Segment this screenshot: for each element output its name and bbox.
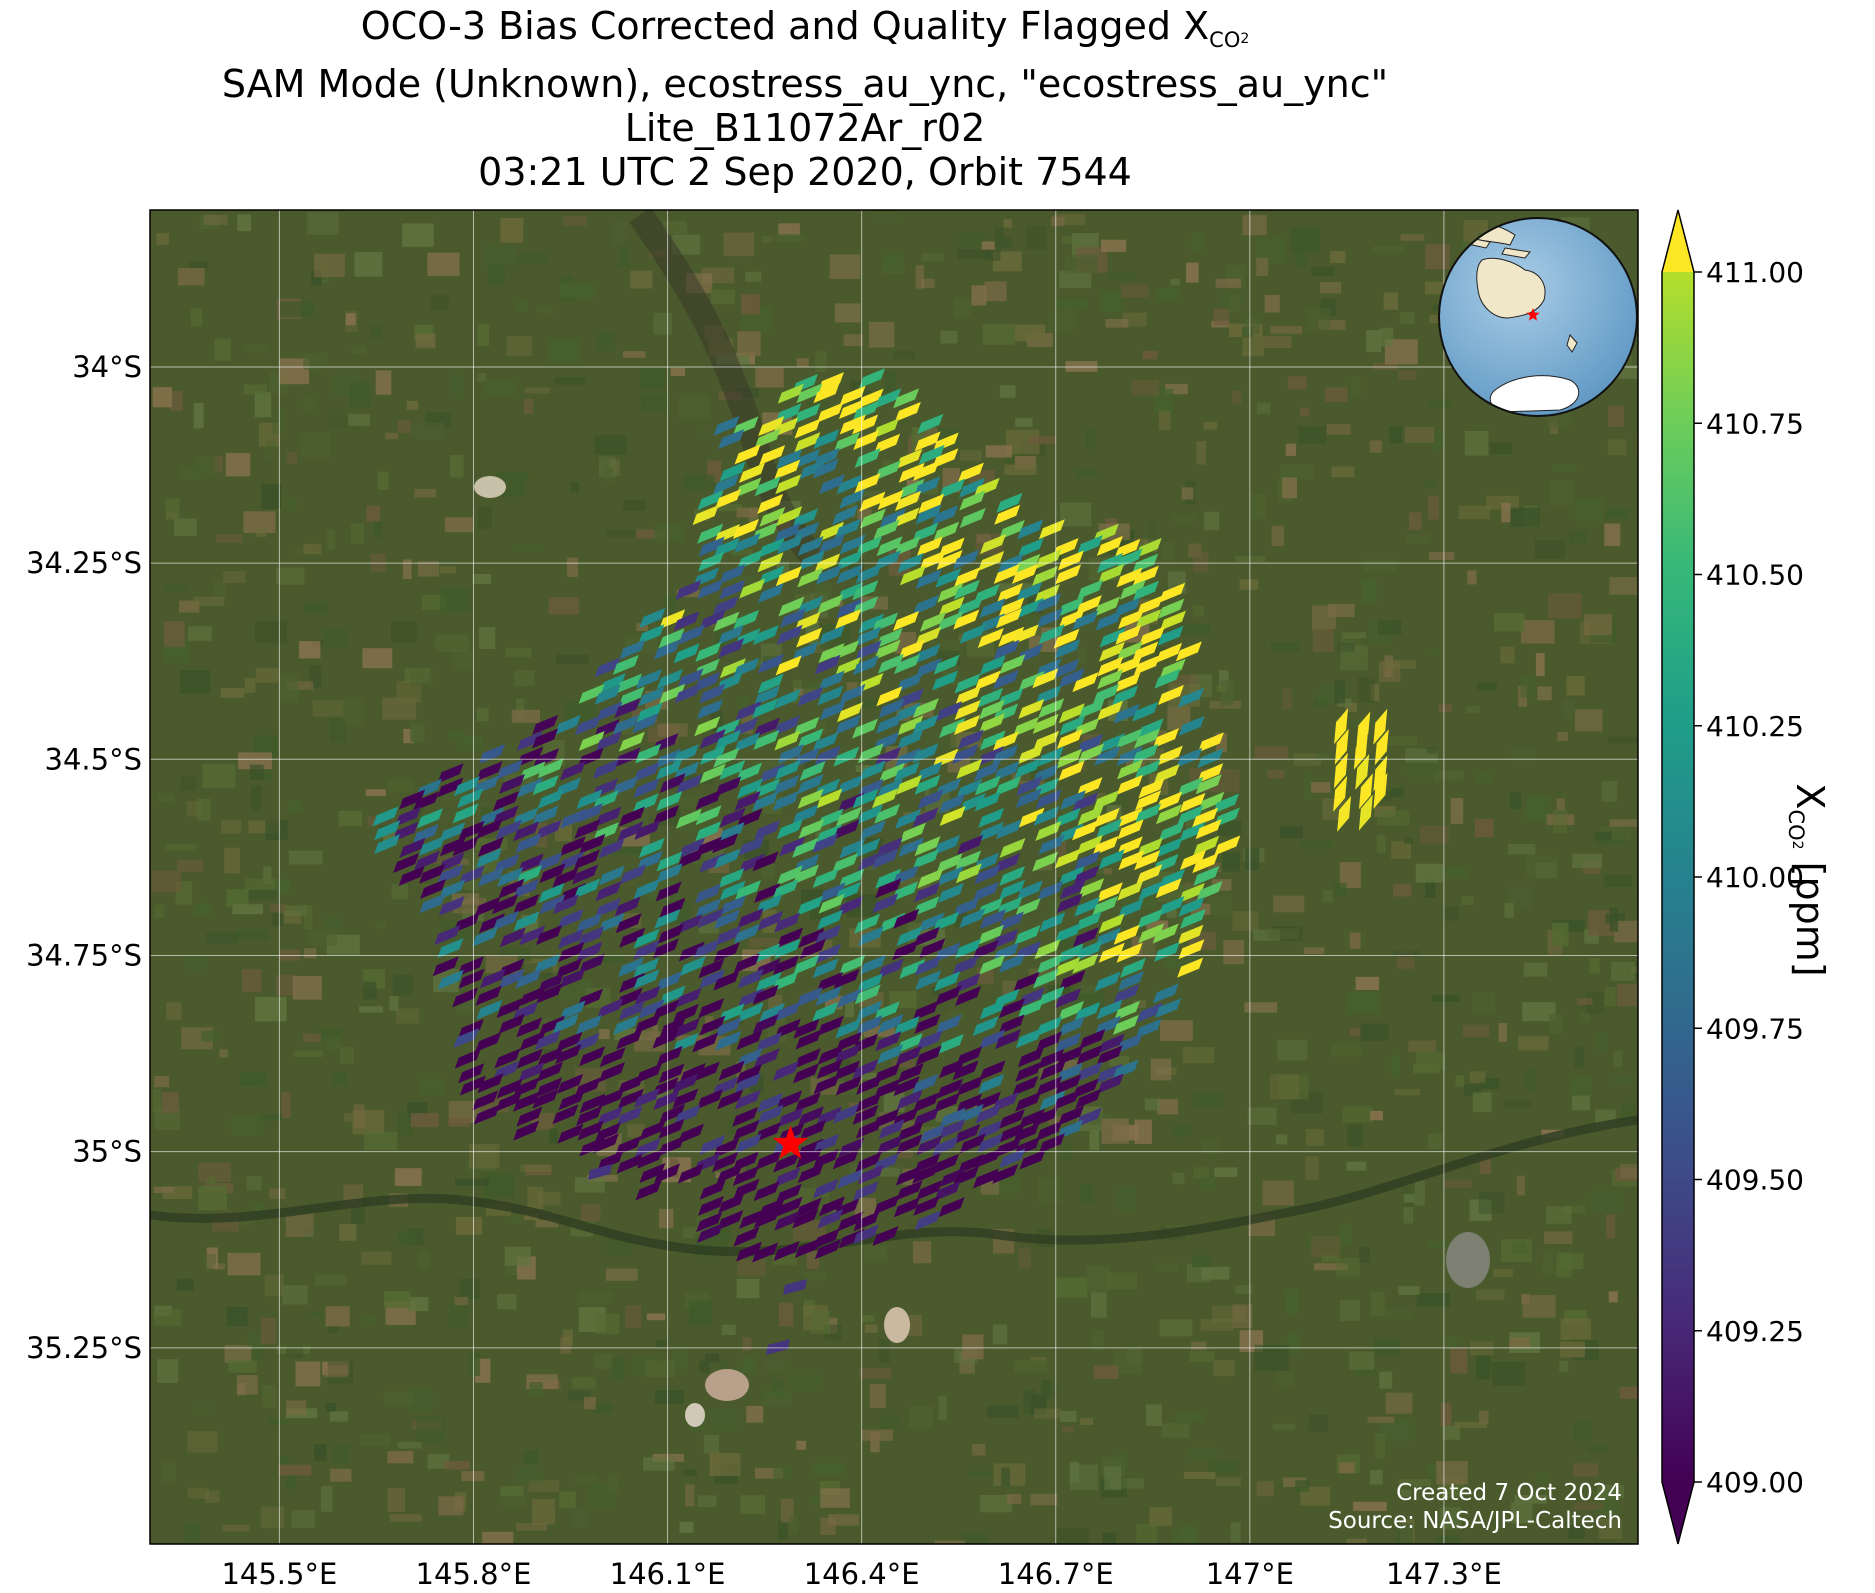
lat-tick-label: 35.25°S [26,1331,142,1365]
lon-tick-label: 146.1°E [610,1557,726,1591]
lat-tick-label: 34.5°S [45,742,142,776]
satellite-background [150,210,1638,1544]
colorbar-tick-label: 409.00 [1706,1466,1804,1499]
colorbar-tick-label: 410.50 [1706,559,1804,592]
lat-tick-label: 34°S [72,350,142,384]
title-line-4: 03:21 UTC 2 Sep 2020, Orbit 7544 [478,150,1132,194]
map-title: OCO-3 Bias Corrected and Quality Flagged… [0,4,1610,194]
lon-tick-label: 146.7°E [998,1557,1114,1591]
colorbar-tick-label: 409.75 [1706,1012,1804,1045]
map-frame [149,209,1639,1545]
graticule [150,210,1638,1544]
xco2-swath [372,368,1389,1355]
lon-tick-label: 146.4°E [804,1557,920,1591]
globe-target-star-icon [1526,308,1540,321]
latitude-tick-labels: 34°S 34.25°S 34.5°S 34.75°S 35°S 35.25°S [26,350,142,1365]
colorbar-tick-label: 409.50 [1706,1164,1804,1197]
colorbar-gradient [1662,272,1694,1482]
colorbar-tick-label: 409.25 [1706,1315,1804,1348]
lon-tick-label: 147°E [1206,1557,1294,1591]
title-line-1: OCO-3 Bias Corrected and Quality Flagged… [360,4,1250,52]
colorbar-tick-label: 410.25 [1706,710,1804,743]
title-line-2: SAM Mode (Unknown), ecostress_au_ync, "e… [221,62,1389,106]
lat-tick-label: 34.25°S [26,546,142,580]
colorbar: 411.00 410.75 410.50 410.25 410.00 409.75 409.… [1661,209,1804,1545]
colorbar-tick-label: 410.75 [1706,407,1804,440]
lat-tick-label: 35°S [72,1135,142,1169]
credit-created: Created 7 Oct 2024 [1396,1480,1622,1506]
lon-tick-label: 145.8°E [416,1557,532,1591]
longitude-tick-labels: 145.5°E 145.8°E 146.1°E 146.4°E 146.7°E 147°E… [221,1557,1501,1591]
colorbar-tick-label: 410.00 [1706,861,1804,894]
colorbar-extend-min [1662,1482,1694,1544]
lat-tick-label: 34.75°S [26,938,142,972]
credit-source: Source: NASA/JPL-Caltech [1328,1508,1622,1534]
lon-tick-label: 145.5°E [221,1557,337,1591]
colorbar-label: XCO2 [ppm] [1784,783,1832,977]
colorbar-tick-label: 411.00 [1706,256,1804,289]
colorbar-extend-max [1662,210,1694,272]
target-star-icon [772,1125,809,1159]
globe-inset [1438,217,1638,417]
lon-tick-label: 147.3°E [1386,1557,1502,1591]
title-line-3: Lite_B11072Ar_r02 [624,106,986,150]
